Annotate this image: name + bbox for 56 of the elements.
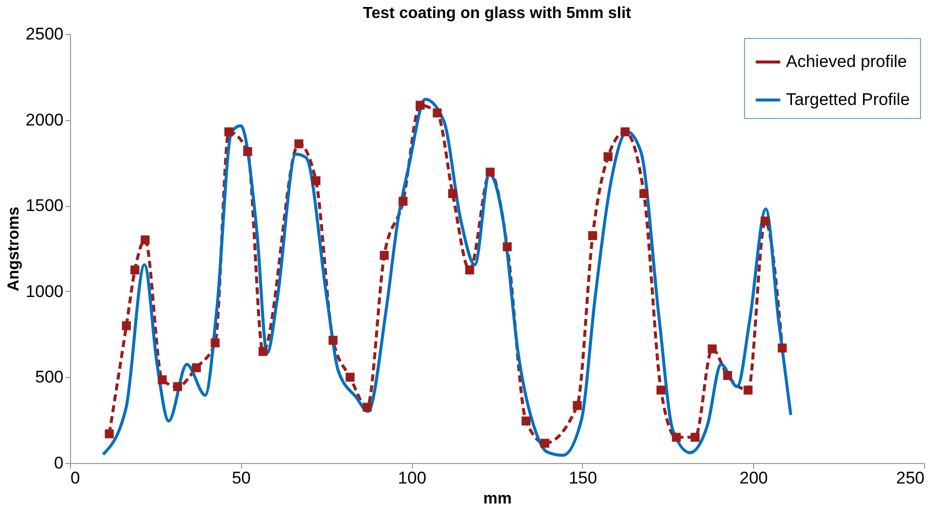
point <box>346 372 355 382</box>
point <box>362 402 372 412</box>
point <box>258 346 268 356</box>
point <box>122 321 131 330</box>
y-tick-label: 2500 <box>26 24 64 44</box>
point <box>486 168 495 177</box>
point <box>760 216 770 226</box>
point <box>328 336 338 345</box>
legend-label: Targetted Profile <box>786 90 910 109</box>
point <box>294 139 304 148</box>
point <box>140 235 150 244</box>
x-tick-label: 100 <box>398 468 426 488</box>
point <box>744 386 753 395</box>
y-tick-label: 1000 <box>26 282 64 301</box>
x-axis-title: mm <box>483 490 512 508</box>
y-tick-label: 1500 <box>26 196 64 216</box>
point <box>540 438 550 448</box>
point <box>192 363 201 372</box>
point <box>311 176 320 186</box>
x-tick-label: 0 <box>70 468 80 488</box>
point <box>380 250 389 260</box>
chart-title: Test coating on glass with 5mm slit <box>362 5 632 22</box>
point <box>224 127 234 136</box>
point <box>502 242 512 252</box>
x-tick-label: 200 <box>740 468 768 488</box>
y-tick-label: 500 <box>35 368 64 387</box>
point <box>656 386 666 395</box>
point <box>398 196 408 206</box>
point <box>432 108 442 118</box>
point <box>778 344 787 352</box>
point <box>672 432 681 442</box>
point <box>243 147 252 156</box>
point <box>416 100 425 110</box>
point <box>130 265 140 274</box>
point <box>639 189 648 198</box>
point <box>173 382 182 392</box>
legend-label: Achieved profile <box>786 52 907 71</box>
point <box>572 401 582 410</box>
point <box>620 127 630 136</box>
x-tick-label: 150 <box>568 468 598 488</box>
point <box>448 189 458 198</box>
point <box>158 375 167 384</box>
y-tick-label: 0 <box>54 454 64 472</box>
point <box>104 429 114 438</box>
point <box>522 416 531 426</box>
y-tick-label: 2000 <box>26 110 64 130</box>
y-axis-title: Angstroms <box>6 206 23 292</box>
point <box>210 338 220 348</box>
point <box>723 371 732 380</box>
point <box>604 152 612 162</box>
point <box>588 231 598 240</box>
point <box>708 344 717 354</box>
point <box>690 432 700 442</box>
x-tick-label: 250 <box>896 468 924 488</box>
point <box>465 265 474 274</box>
x-tick-label: 50 <box>232 468 251 488</box>
